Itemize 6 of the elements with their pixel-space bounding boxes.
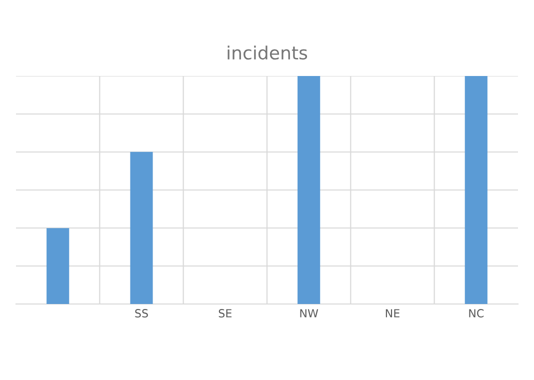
chart-title: incidents xyxy=(228,46,308,60)
x-tick-label: NC xyxy=(469,309,484,318)
x-tick-label: NE xyxy=(386,309,400,318)
x-tick-label: SS xyxy=(135,309,148,318)
x-tick-label: NW xyxy=(300,309,318,318)
x-tick-label: SE xyxy=(218,309,232,318)
